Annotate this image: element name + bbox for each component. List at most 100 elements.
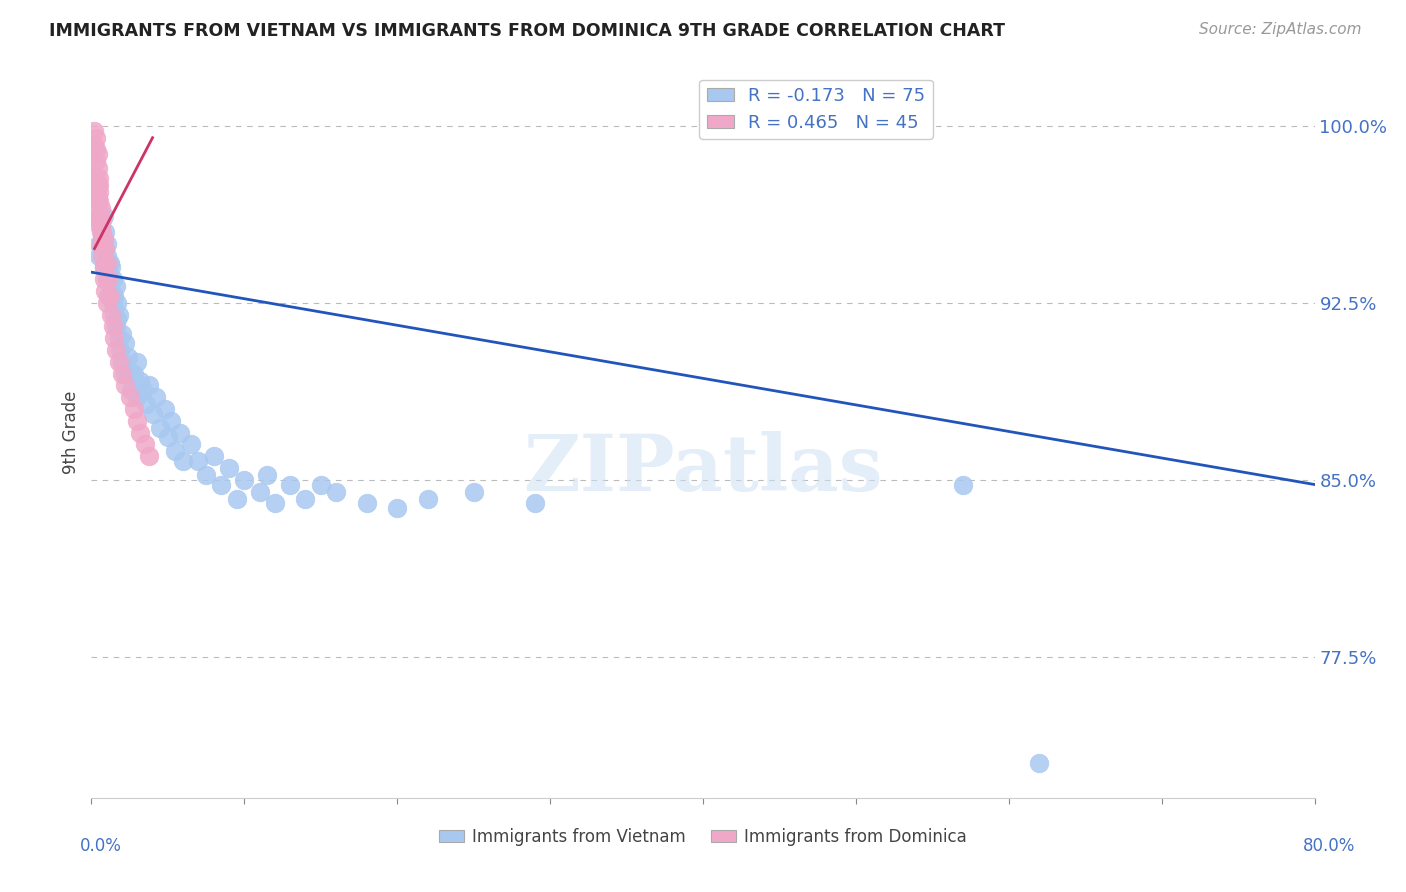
Point	[93, 209, 115, 223]
Point	[187, 454, 209, 468]
Legend: Immigrants from Vietnam, Immigrants from Dominica: Immigrants from Vietnam, Immigrants from…	[432, 821, 974, 852]
Point	[105, 296, 128, 310]
Point	[153, 402, 176, 417]
Point	[218, 461, 240, 475]
Point	[122, 402, 145, 417]
Point	[156, 430, 179, 444]
Point	[86, 178, 108, 192]
Point	[83, 137, 105, 152]
Point	[325, 484, 347, 499]
Point	[127, 390, 149, 404]
Point	[129, 425, 152, 440]
Point	[86, 161, 108, 176]
Point	[94, 225, 117, 239]
Point	[83, 123, 105, 137]
Point	[120, 383, 142, 397]
Point	[138, 449, 160, 463]
Point	[356, 496, 378, 510]
Point	[1028, 756, 1050, 770]
Point	[132, 383, 155, 397]
Point	[86, 147, 108, 161]
Point	[122, 367, 145, 381]
Point	[87, 218, 110, 232]
Point	[96, 249, 118, 263]
Point	[87, 249, 110, 263]
Point	[118, 390, 141, 404]
Point	[108, 355, 131, 369]
Point	[103, 331, 125, 345]
Point	[90, 202, 112, 216]
Point	[463, 484, 485, 499]
Point	[84, 143, 107, 157]
Point	[98, 289, 121, 303]
Point	[385, 501, 409, 516]
Text: IMMIGRANTS FROM VIETNAM VS IMMIGRANTS FROM DOMINICA 9TH GRADE CORRELATION CHART: IMMIGRANTS FROM VIETNAM VS IMMIGRANTS FR…	[49, 22, 1005, 40]
Point	[135, 397, 157, 411]
Point	[108, 308, 131, 322]
Point	[86, 202, 108, 216]
Point	[129, 374, 152, 388]
Point	[87, 178, 110, 192]
Point	[523, 496, 546, 510]
Point	[100, 284, 122, 298]
Point	[209, 477, 232, 491]
Point	[110, 343, 132, 357]
Point	[127, 355, 149, 369]
Point	[165, 444, 187, 458]
Point	[90, 218, 112, 232]
Point	[104, 319, 127, 334]
Point	[127, 414, 149, 428]
Point	[93, 242, 115, 256]
Point	[84, 154, 107, 169]
Point	[84, 170, 107, 185]
Point	[108, 331, 131, 345]
Point	[202, 449, 225, 463]
Point	[111, 326, 134, 341]
Point	[96, 272, 118, 286]
Point	[104, 343, 127, 357]
Point	[96, 256, 118, 270]
Point	[134, 437, 156, 451]
Point	[225, 491, 247, 506]
Point	[94, 242, 117, 256]
Point	[118, 367, 141, 381]
Point	[86, 189, 108, 203]
Point	[101, 272, 124, 286]
Point	[91, 249, 114, 263]
Point	[145, 390, 167, 404]
Point	[195, 468, 218, 483]
Point	[249, 484, 271, 499]
Point	[97, 272, 120, 286]
Point	[93, 272, 115, 286]
Text: Source: ZipAtlas.com: Source: ZipAtlas.com	[1198, 22, 1361, 37]
Point	[103, 289, 125, 303]
Point	[100, 308, 122, 322]
Point	[87, 194, 110, 209]
Point	[172, 454, 194, 468]
Point	[117, 350, 139, 364]
Point	[91, 225, 114, 239]
Point	[87, 170, 110, 185]
Point	[138, 378, 160, 392]
Point	[87, 213, 110, 227]
Point	[94, 256, 117, 270]
Point	[98, 256, 121, 270]
Point	[84, 130, 107, 145]
Point	[114, 367, 136, 381]
Text: 80.0%: 80.0%	[1302, 837, 1355, 855]
Point	[169, 425, 191, 440]
Point	[90, 236, 112, 251]
Point	[149, 421, 172, 435]
Point	[101, 319, 124, 334]
Y-axis label: 9th Grade: 9th Grade	[62, 391, 80, 475]
Point	[98, 272, 121, 286]
Point	[294, 491, 316, 506]
Point	[93, 232, 115, 246]
Point	[104, 279, 127, 293]
Point	[94, 284, 117, 298]
Point	[309, 477, 332, 491]
Point	[180, 437, 202, 451]
Point	[114, 335, 136, 350]
Point	[111, 355, 134, 369]
Point	[952, 477, 974, 491]
